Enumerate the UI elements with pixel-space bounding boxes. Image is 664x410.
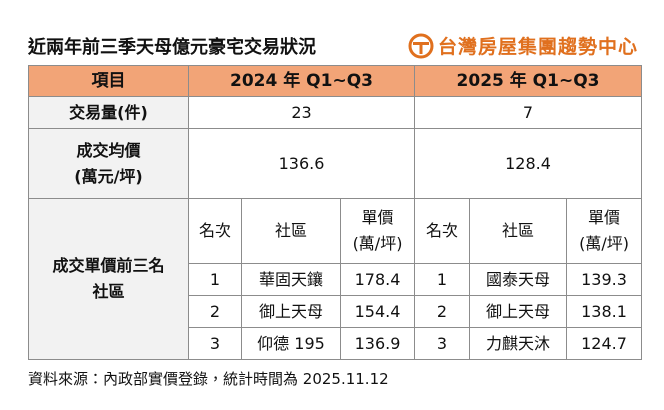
label-line: 成交單價前三名 bbox=[52, 256, 165, 275]
brand-name: 台灣房屋集團趨勢中心 bbox=[438, 36, 639, 58]
subheader-cell: 名次 bbox=[414, 198, 471, 264]
rank-row: 3 仰德 195 136.9 3 力麒天沐 124.7 bbox=[29, 327, 643, 360]
label-line: 社區 bbox=[92, 282, 125, 301]
volume-row: 交易量(件) 23 7 bbox=[28, 96, 643, 129]
subheader-cell: 單價 (萬/坪) bbox=[339, 198, 416, 264]
label-line: 成交均價 bbox=[76, 140, 141, 160]
row-label: 成交單價前三名 社區 bbox=[28, 198, 189, 360]
cell: 178.4 bbox=[339, 263, 416, 296]
cell: 2 bbox=[188, 295, 242, 328]
subheader-line: 單價 bbox=[361, 208, 394, 227]
rank-row: 1 華固天鑲 178.4 1 國泰天母 139.3 bbox=[29, 263, 643, 296]
cell: 128.4 bbox=[414, 128, 643, 199]
subheader-row: 成交單價前三名 社區 名次 社區 單價 (萬/坪) 名次 社區 單價 (萬/坪) bbox=[28, 198, 643, 360]
cell: 御上天母 bbox=[469, 295, 568, 328]
cell: 154.4 bbox=[339, 295, 416, 328]
cell: 2 bbox=[414, 295, 471, 328]
label-line: (萬元/坪) bbox=[74, 166, 143, 186]
avg-price-row: 成交均價 (萬元/坪) 136.6 128.4 bbox=[28, 128, 643, 199]
cell: 138.1 bbox=[566, 295, 643, 328]
header-row: 項目 2024 年 Q1~Q3 2025 年 Q1~Q3 bbox=[28, 65, 643, 97]
cell: 國泰天母 bbox=[469, 263, 568, 296]
brand: 台灣房屋集團趨勢中心 bbox=[408, 32, 638, 59]
subheader-cell: 單價 (萬/坪) bbox=[566, 198, 643, 264]
table-body: 項目 2024 年 Q1~Q3 2025 年 Q1~Q3 交易量(件) 23 7… bbox=[28, 65, 643, 360]
data-table: 項目 2024 年 Q1~Q3 2025 年 Q1~Q3 交易量(件) 23 7… bbox=[28, 65, 643, 360]
subheader-line: (萬/坪) bbox=[352, 234, 403, 253]
header-cell: 2025 年 Q1~Q3 bbox=[414, 65, 643, 97]
cell: 力麒天沐 bbox=[469, 327, 568, 360]
subheader-line: (萬/坪) bbox=[579, 234, 629, 253]
row-label: 成交均價 (萬元/坪) bbox=[28, 128, 189, 199]
cell: 華固天鑲 bbox=[241, 263, 341, 296]
cell: 23 bbox=[187, 96, 416, 129]
rank-row: 2 御上天母 154.4 2 御上天母 138.1 bbox=[29, 295, 643, 328]
cell: 1 bbox=[414, 263, 471, 296]
subheader-line: 單價 bbox=[588, 208, 621, 227]
subheader-cell: 社區 bbox=[241, 198, 341, 264]
row-label: 交易量(件) bbox=[28, 96, 189, 129]
cell: 仰德 195 bbox=[241, 327, 341, 360]
cell: 136.6 bbox=[187, 128, 416, 199]
cell: 3 bbox=[414, 327, 471, 360]
title: 近兩年前三季天母億元豪宅交易狀況 bbox=[28, 37, 316, 58]
cell: 139.3 bbox=[566, 263, 643, 296]
cell: 3 bbox=[188, 327, 242, 360]
header-cell: 項目 bbox=[28, 65, 189, 97]
subheader-cell: 名次 bbox=[188, 198, 242, 264]
cell: 7 bbox=[414, 96, 643, 129]
cell: 御上天母 bbox=[241, 295, 341, 328]
subheader-cell: 社區 bbox=[469, 198, 568, 264]
footnote: 資料來源：內政部實價登錄，統計時間為 2025.11.12 bbox=[28, 370, 389, 388]
cell: 1 bbox=[188, 263, 242, 296]
header-cell: 2024 年 Q1~Q3 bbox=[187, 65, 416, 97]
cell: 124.7 bbox=[566, 327, 643, 360]
cell: 136.9 bbox=[339, 327, 416, 360]
brand-logo bbox=[408, 33, 434, 58]
